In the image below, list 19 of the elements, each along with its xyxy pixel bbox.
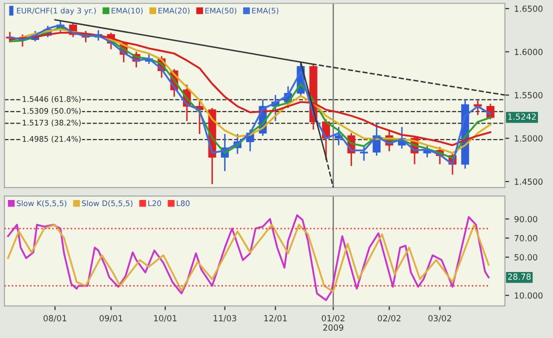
y-tick-label: 70.00 xyxy=(514,235,538,242)
x-tick-label: 12/01 xyxy=(264,315,287,322)
y-tick-label: 1.5500 xyxy=(514,92,543,98)
annotation: 1.5242 xyxy=(508,113,536,120)
x-tick-label: 01/02 2009 xyxy=(322,315,344,331)
y-tick-label: 10.000 xyxy=(514,292,543,299)
x-tick-label: 11/03 xyxy=(214,315,236,322)
x-tick-label: 10/01 xyxy=(154,315,176,322)
x-tick-label: 02/02 xyxy=(378,315,400,322)
y-tick-label: 1.6000 xyxy=(514,48,543,56)
x-tick-label: 09/01 xyxy=(100,315,122,322)
x-tick-label: 03/02 xyxy=(428,315,452,322)
y-tick-label: 90.00 xyxy=(514,216,538,222)
y-tick-label: 1.5000 xyxy=(514,135,543,142)
annotation: 28.78 xyxy=(508,274,531,280)
y-tick-label: 1.4500 xyxy=(514,178,543,185)
y-tick-label: 1.6500 xyxy=(514,6,543,12)
x-tick-label: 08/01 xyxy=(44,315,66,322)
y-tick-label: 50.00 xyxy=(514,254,538,260)
